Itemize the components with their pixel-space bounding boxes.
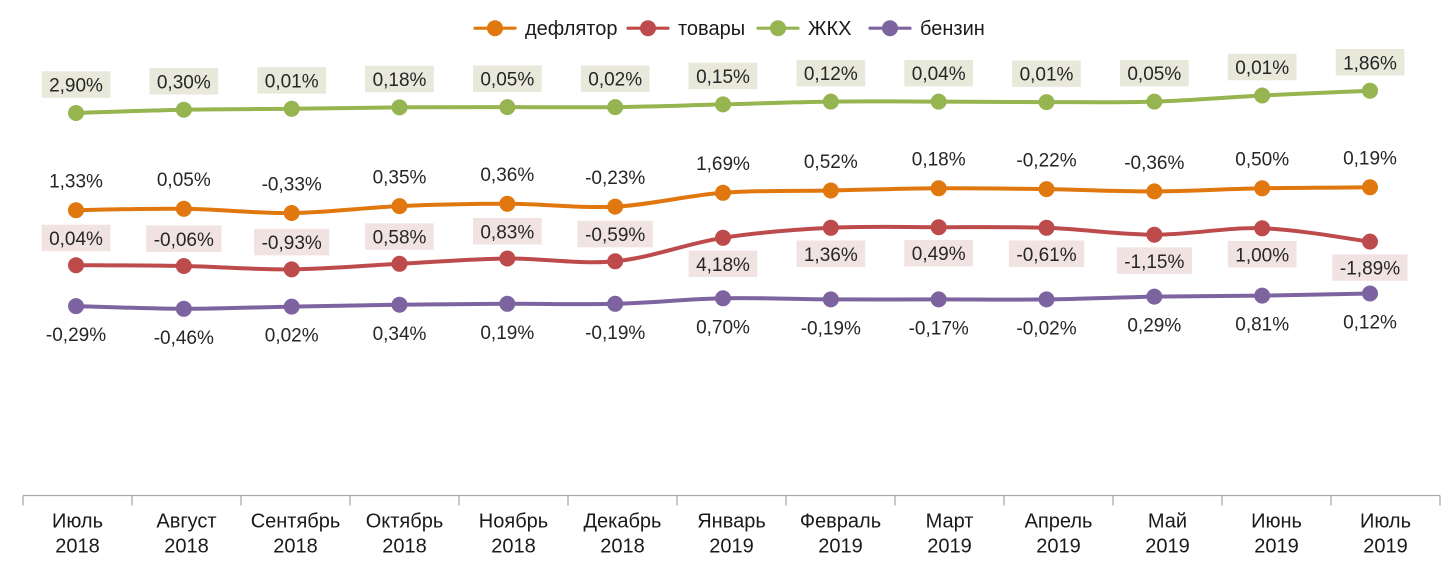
svg-text:2018: 2018: [55, 536, 100, 558]
svg-text:2019: 2019: [1036, 536, 1081, 558]
svg-text:2019: 2019: [1145, 536, 1190, 558]
svg-text:1,69%: 1,69%: [696, 154, 750, 175]
svg-text:Апрель: Апрель: [1025, 511, 1093, 533]
svg-text:2019: 2019: [1254, 536, 1299, 558]
svg-text:Июль: Июль: [52, 511, 103, 533]
svg-text:2018: 2018: [273, 536, 318, 558]
svg-text:1,86%: 1,86%: [1343, 53, 1397, 74]
svg-text:-0,19%: -0,19%: [585, 323, 645, 344]
svg-text:0,81%: 0,81%: [1235, 315, 1289, 336]
svg-text:-0,29%: -0,29%: [46, 325, 106, 346]
svg-text:0,02%: 0,02%: [265, 326, 319, 347]
svg-text:0,05%: 0,05%: [480, 70, 534, 91]
svg-text:0,58%: 0,58%: [373, 228, 427, 249]
svg-text:2018: 2018: [382, 536, 427, 558]
svg-text:-0,06%: -0,06%: [154, 230, 214, 251]
svg-text:-0,17%: -0,17%: [909, 318, 969, 339]
svg-text:2019: 2019: [709, 536, 754, 558]
svg-text:0,83%: 0,83%: [480, 222, 534, 243]
svg-text:-1,15%: -1,15%: [1124, 252, 1184, 273]
svg-text:0,05%: 0,05%: [1127, 64, 1181, 85]
svg-text:-0,19%: -0,19%: [801, 318, 861, 339]
svg-text:2018: 2018: [164, 536, 209, 558]
svg-text:-0,23%: -0,23%: [585, 168, 645, 189]
svg-text:-1,89%: -1,89%: [1340, 259, 1400, 280]
svg-text:Февраль: Февраль: [800, 511, 881, 533]
svg-text:товары: товары: [678, 18, 745, 40]
svg-text:0,35%: 0,35%: [373, 167, 427, 188]
svg-text:2018: 2018: [491, 536, 536, 558]
svg-text:-0,46%: -0,46%: [154, 328, 214, 349]
svg-text:-0,33%: -0,33%: [262, 174, 322, 195]
svg-text:0,18%: 0,18%: [373, 70, 427, 91]
svg-text:0,15%: 0,15%: [696, 67, 750, 88]
svg-text:ЖКХ: ЖКХ: [808, 18, 851, 40]
svg-text:Сентябрь: Сентябрь: [251, 511, 341, 533]
svg-text:2019: 2019: [1363, 536, 1408, 558]
svg-text:0,29%: 0,29%: [1127, 316, 1181, 337]
svg-text:бензин: бензин: [920, 18, 985, 40]
svg-text:0,70%: 0,70%: [696, 317, 750, 338]
svg-text:2019: 2019: [927, 536, 972, 558]
svg-text:-0,36%: -0,36%: [1124, 153, 1184, 174]
svg-text:1,36%: 1,36%: [804, 245, 858, 266]
svg-text:-0,02%: -0,02%: [1016, 318, 1076, 339]
svg-text:2019: 2019: [818, 536, 863, 558]
svg-text:-0,61%: -0,61%: [1016, 245, 1076, 266]
svg-text:0,01%: 0,01%: [1235, 58, 1289, 79]
svg-text:Март: Март: [926, 511, 974, 533]
svg-text:0,49%: 0,49%: [912, 244, 966, 265]
svg-text:0,02%: 0,02%: [588, 70, 642, 91]
svg-text:0,18%: 0,18%: [912, 150, 966, 171]
svg-text:0,04%: 0,04%: [912, 64, 966, 85]
svg-text:Декабрь: Декабрь: [584, 511, 662, 533]
svg-text:0,01%: 0,01%: [1020, 65, 1074, 86]
svg-text:2018: 2018: [600, 536, 645, 558]
svg-text:Январь: Январь: [697, 511, 766, 533]
svg-text:0,34%: 0,34%: [373, 324, 427, 345]
svg-text:0,04%: 0,04%: [49, 229, 103, 250]
svg-text:Август: Август: [156, 511, 216, 533]
svg-text:-0,22%: -0,22%: [1016, 150, 1076, 171]
svg-text:-0,93%: -0,93%: [262, 233, 322, 254]
svg-text:0,30%: 0,30%: [157, 72, 211, 93]
svg-text:1,33%: 1,33%: [49, 172, 103, 193]
svg-text:0,36%: 0,36%: [480, 165, 534, 186]
svg-text:Ноябрь: Ноябрь: [479, 511, 548, 533]
svg-text:0,50%: 0,50%: [1235, 150, 1289, 171]
svg-text:0,19%: 0,19%: [1343, 149, 1397, 170]
svg-text:2,90%: 2,90%: [49, 76, 103, 97]
svg-text:Июль: Июль: [1360, 511, 1411, 533]
svg-text:0,01%: 0,01%: [265, 71, 319, 92]
svg-text:0,52%: 0,52%: [804, 152, 858, 173]
svg-text:Октябрь: Октябрь: [366, 511, 444, 533]
svg-text:0,12%: 0,12%: [804, 64, 858, 85]
svg-text:Май: Май: [1148, 511, 1187, 533]
svg-text:-0,59%: -0,59%: [585, 225, 645, 246]
svg-text:1,00%: 1,00%: [1235, 245, 1289, 266]
svg-text:4,18%: 4,18%: [696, 255, 750, 276]
svg-text:Июнь: Июнь: [1251, 511, 1302, 533]
svg-text:0,12%: 0,12%: [1343, 313, 1397, 334]
svg-text:дефлятор: дефлятор: [525, 18, 618, 40]
svg-text:0,05%: 0,05%: [157, 170, 211, 191]
svg-text:0,19%: 0,19%: [480, 323, 534, 344]
